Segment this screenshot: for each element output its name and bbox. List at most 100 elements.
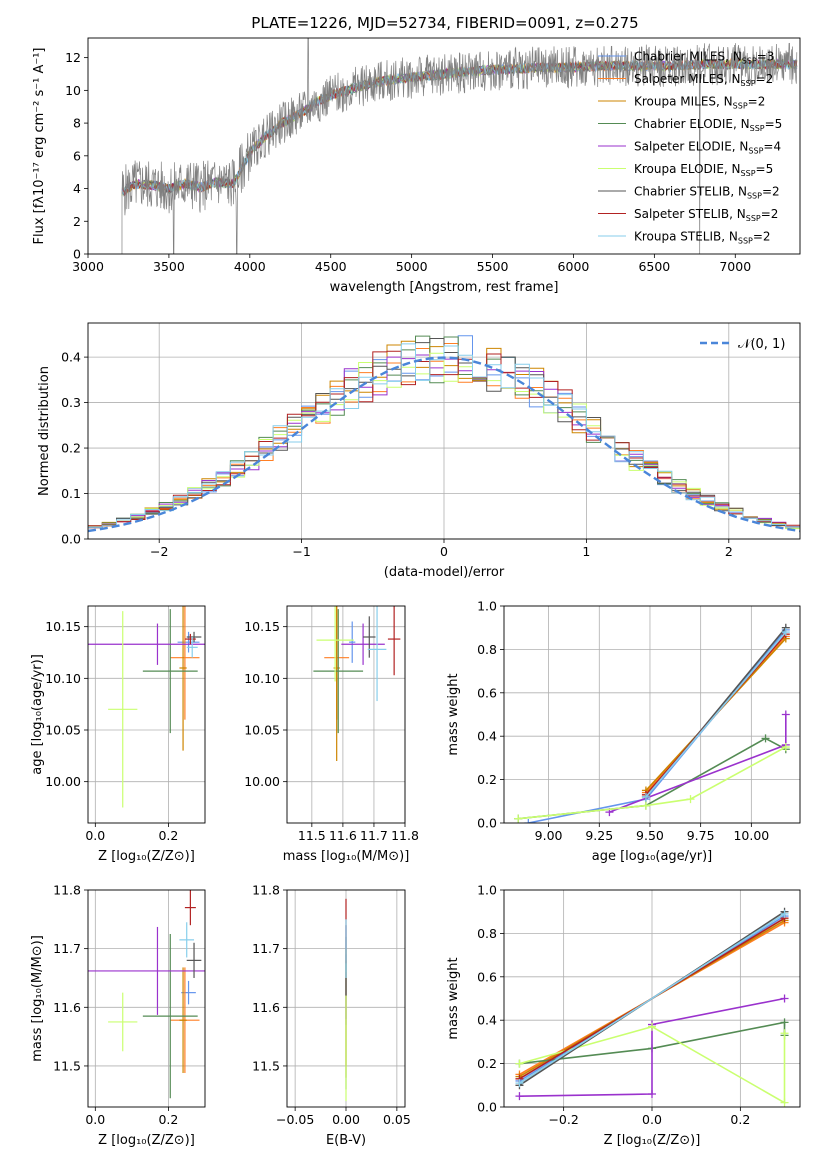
plot-area xyxy=(515,907,789,1107)
x-tick-label: 4000 xyxy=(234,259,266,274)
legend-label: Salpeter STELIB, NSSP=2 xyxy=(634,207,778,223)
y-tick-label: 0.1 xyxy=(61,486,81,501)
x-tick-label: 6500 xyxy=(638,259,670,274)
y-tick-label: 10.00 xyxy=(244,774,280,789)
y-tick-label: 10.00 xyxy=(45,774,81,789)
weight-marker xyxy=(780,1018,789,1027)
x-tick-label: 11.8 xyxy=(391,828,419,843)
x-tick-label: 9.50 xyxy=(636,828,664,843)
x-tick-label: 10.00 xyxy=(733,828,769,843)
y-tick-label: 0 xyxy=(73,247,81,262)
x-tick-label: 1 xyxy=(582,544,590,559)
y-tick-label: 10 xyxy=(65,83,81,98)
x-tick-label: 0.2 xyxy=(158,1112,178,1127)
y-tick-label: 11.8 xyxy=(53,883,81,898)
y-tick-label: 10.15 xyxy=(244,619,280,634)
y-tick-label: 1.0 xyxy=(477,883,497,898)
x-tick-label: 11.5 xyxy=(298,828,326,843)
x-tick-label: 0.0 xyxy=(642,1112,662,1127)
y-axis-label: Normed distribution xyxy=(37,366,52,496)
weight-marker xyxy=(524,819,533,823)
axes-frame xyxy=(87,889,206,1108)
x-tick-label: 3000 xyxy=(72,259,104,274)
figure-title: PLATE=1226, MJD=52734, FIBERID=0091, z=0… xyxy=(251,14,638,32)
y-tick-label: 1.0 xyxy=(477,599,497,614)
axes-frame xyxy=(503,889,801,1108)
weight-marker xyxy=(781,628,790,637)
x-axis-label: mass [log₁₀(M/M⊙)] xyxy=(283,849,410,864)
y-tick-label: 0.2 xyxy=(61,441,81,456)
axes-frame xyxy=(87,605,206,824)
legend-label: 𝒩(0, 1) xyxy=(738,337,785,352)
x-tick-label: 9.75 xyxy=(687,828,715,843)
plot-area xyxy=(88,335,800,533)
x-tick-label: 9.25 xyxy=(585,828,613,843)
x-tick-label: 3500 xyxy=(153,259,185,274)
x-axis-label: E(B-V) xyxy=(326,1133,366,1148)
y-tick-label: 0.3 xyxy=(61,395,81,410)
weight-marker xyxy=(780,1098,789,1107)
weight-line xyxy=(609,714,787,813)
y-tick-label: 10.15 xyxy=(45,619,81,634)
weight-marker xyxy=(515,1079,524,1088)
x-tick-label: 9.00 xyxy=(535,828,563,843)
x-axis-label: Z [log₁₀(Z/Z⊙)] xyxy=(604,1133,701,1148)
weight-marker xyxy=(780,909,789,918)
y-tick-label: 11.6 xyxy=(53,1000,81,1015)
plot-area xyxy=(88,606,205,808)
y-axis-label: mass weight xyxy=(446,957,461,1039)
y-axis-label: mass weight xyxy=(446,673,461,755)
x-tick-label: 0.2 xyxy=(730,1112,750,1127)
axes-frame xyxy=(286,605,406,824)
weight-line xyxy=(518,737,787,820)
x-tick-label: 5500 xyxy=(477,259,509,274)
y-tick-label: 10.10 xyxy=(45,671,81,686)
y-axis-label: mass [log₁₀(M/M⊙)] xyxy=(30,935,45,1062)
weight-line xyxy=(519,997,785,1097)
plot-area xyxy=(514,623,790,823)
histogram-step xyxy=(88,350,800,527)
y-tick-label: 12 xyxy=(65,50,81,65)
y-tick-label: 10.05 xyxy=(45,723,81,738)
weight-line xyxy=(645,631,787,798)
weight-line xyxy=(518,746,787,820)
x-axis-label: wavelength [Angstrom, rest frame] xyxy=(330,280,559,295)
weight-marker xyxy=(515,1059,524,1068)
plot-area xyxy=(313,606,401,761)
y-tick-label: 10.05 xyxy=(244,723,280,738)
legend-label: Chabrier MILES, NSSP=3 xyxy=(634,50,774,66)
legend-label: Kroupa MILES, NSSP=2 xyxy=(634,95,765,111)
x-tick-label: −2 xyxy=(150,544,168,559)
plot-area xyxy=(88,890,205,1099)
legend-label: Chabrier ELODIE, NSSP=5 xyxy=(634,117,782,133)
axes-frame xyxy=(87,37,801,255)
y-tick-label: 11.6 xyxy=(252,1000,280,1015)
weight-marker xyxy=(781,743,790,752)
weight-marker xyxy=(641,792,650,801)
weight-line xyxy=(519,913,785,1084)
x-tick-label: 0 xyxy=(440,544,448,559)
x-tick-label: −0.05 xyxy=(276,1112,314,1127)
weight-marker xyxy=(761,734,770,743)
x-tick-label: 0.0 xyxy=(85,828,105,843)
x-axis-label: Z [log₁₀(Z/Z⊙)] xyxy=(98,1133,195,1148)
legend-label: Salpeter MILES, NSSP=2 xyxy=(634,72,773,88)
x-tick-label: 0.2 xyxy=(158,828,178,843)
weight-marker xyxy=(780,1029,789,1038)
y-tick-label: 0.4 xyxy=(61,350,81,365)
y-tick-label: 8 xyxy=(73,116,81,131)
weight-marker xyxy=(781,710,790,719)
y-tick-label: 0.4 xyxy=(477,729,497,744)
x-tick-label: 7000 xyxy=(719,259,751,274)
weight-marker xyxy=(514,814,523,823)
axes-frame xyxy=(87,322,801,540)
legend-label: Kroupa STELIB, NSSP=2 xyxy=(634,230,771,246)
x-tick-label: 0.0 xyxy=(85,1112,105,1127)
axes-frame xyxy=(286,889,406,1108)
observed-spectrum-line xyxy=(121,38,798,254)
y-tick-label: 0.8 xyxy=(477,926,497,941)
y-tick-label: 0.2 xyxy=(477,772,497,787)
x-tick-label: 0.05 xyxy=(383,1112,411,1127)
y-tick-label: 0.4 xyxy=(477,1013,497,1028)
x-tick-label: 2 xyxy=(725,544,733,559)
